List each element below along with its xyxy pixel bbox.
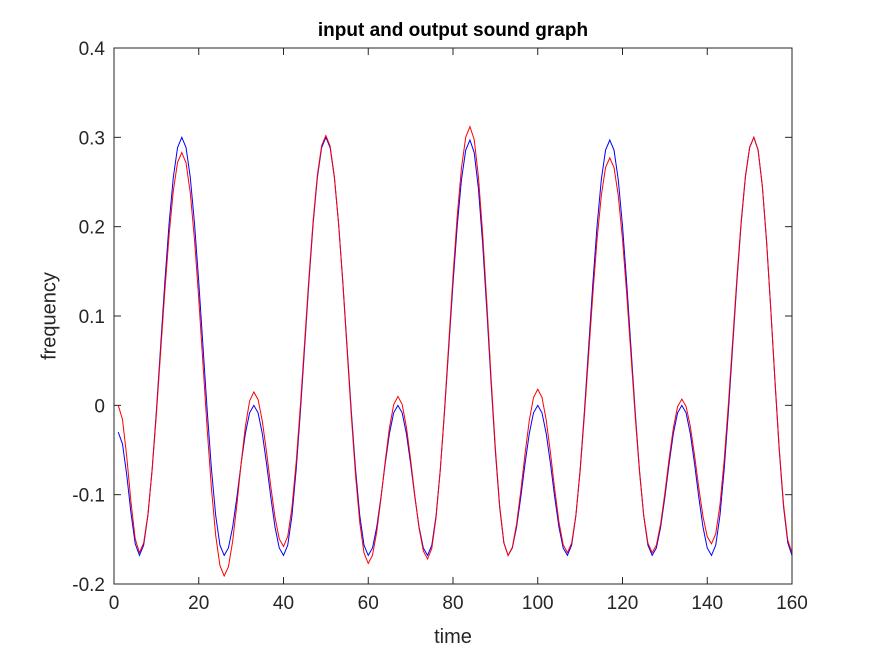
series-line-input: [117, 135, 793, 557]
x-tick-label: 140: [691, 593, 723, 614]
series-layer: [117, 125, 793, 578]
y-tick-label: 0.4: [79, 39, 106, 60]
series-line-output: [117, 125, 793, 578]
x-tick-label: 160: [776, 593, 808, 614]
y-tick-label: 0.3: [79, 128, 105, 149]
chart-title: input and output sound graph: [317, 20, 589, 41]
y-tick-label: -0.2: [72, 575, 105, 596]
y-tick-label: -0.1: [72, 486, 105, 507]
y-axis-label: frequency: [38, 272, 61, 360]
x-tick-label: 0: [109, 593, 120, 614]
x-tick-label: 120: [607, 593, 639, 614]
x-tick-label: 20: [188, 593, 209, 614]
y-tick-label: 0: [94, 396, 105, 417]
y-tick-label: 0.2: [79, 218, 105, 239]
axes-box: [113, 47, 793, 585]
x-tick-label: 100: [522, 593, 554, 614]
ticks-layer: 0 20 40 60 80 100 120 140 160 -0.2 -0.1 0 0.1 0.2 0.3 0…: [72, 39, 808, 614]
x-tick-label: 60: [358, 593, 379, 614]
y-tick-label: 0.1: [79, 307, 105, 328]
x-axis-label: time: [434, 626, 472, 648]
x-tick-label: 80: [442, 593, 463, 614]
x-tick-label: 40: [273, 593, 294, 614]
